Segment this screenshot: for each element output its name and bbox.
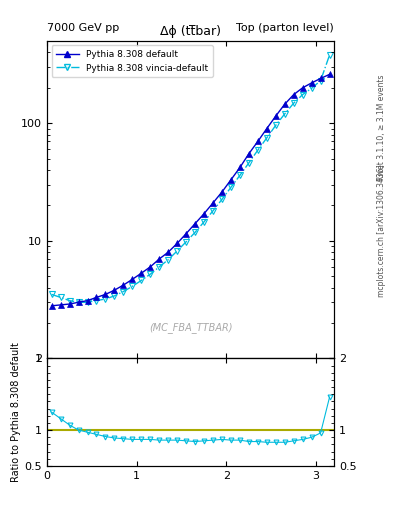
Text: Top (parton level): Top (parton level) <box>236 23 334 33</box>
Title: Δϕ (tt̅bar): Δϕ (tt̅bar) <box>160 26 221 38</box>
Text: mcplots.cern.ch [arXiv:1306.3436]: mcplots.cern.ch [arXiv:1306.3436] <box>377 164 386 297</box>
Text: 7000 GeV pp: 7000 GeV pp <box>47 23 119 33</box>
Text: (MC_FBA_TTBAR): (MC_FBA_TTBAR) <box>149 322 232 333</box>
Text: Rivet 3.1.10, ≥ 3.1M events: Rivet 3.1.10, ≥ 3.1M events <box>377 75 386 181</box>
Y-axis label: Ratio to Pythia 8.308 default: Ratio to Pythia 8.308 default <box>11 342 20 482</box>
Legend: Pythia 8.308 default, Pythia 8.308 vincia-default: Pythia 8.308 default, Pythia 8.308 vinci… <box>51 46 213 77</box>
